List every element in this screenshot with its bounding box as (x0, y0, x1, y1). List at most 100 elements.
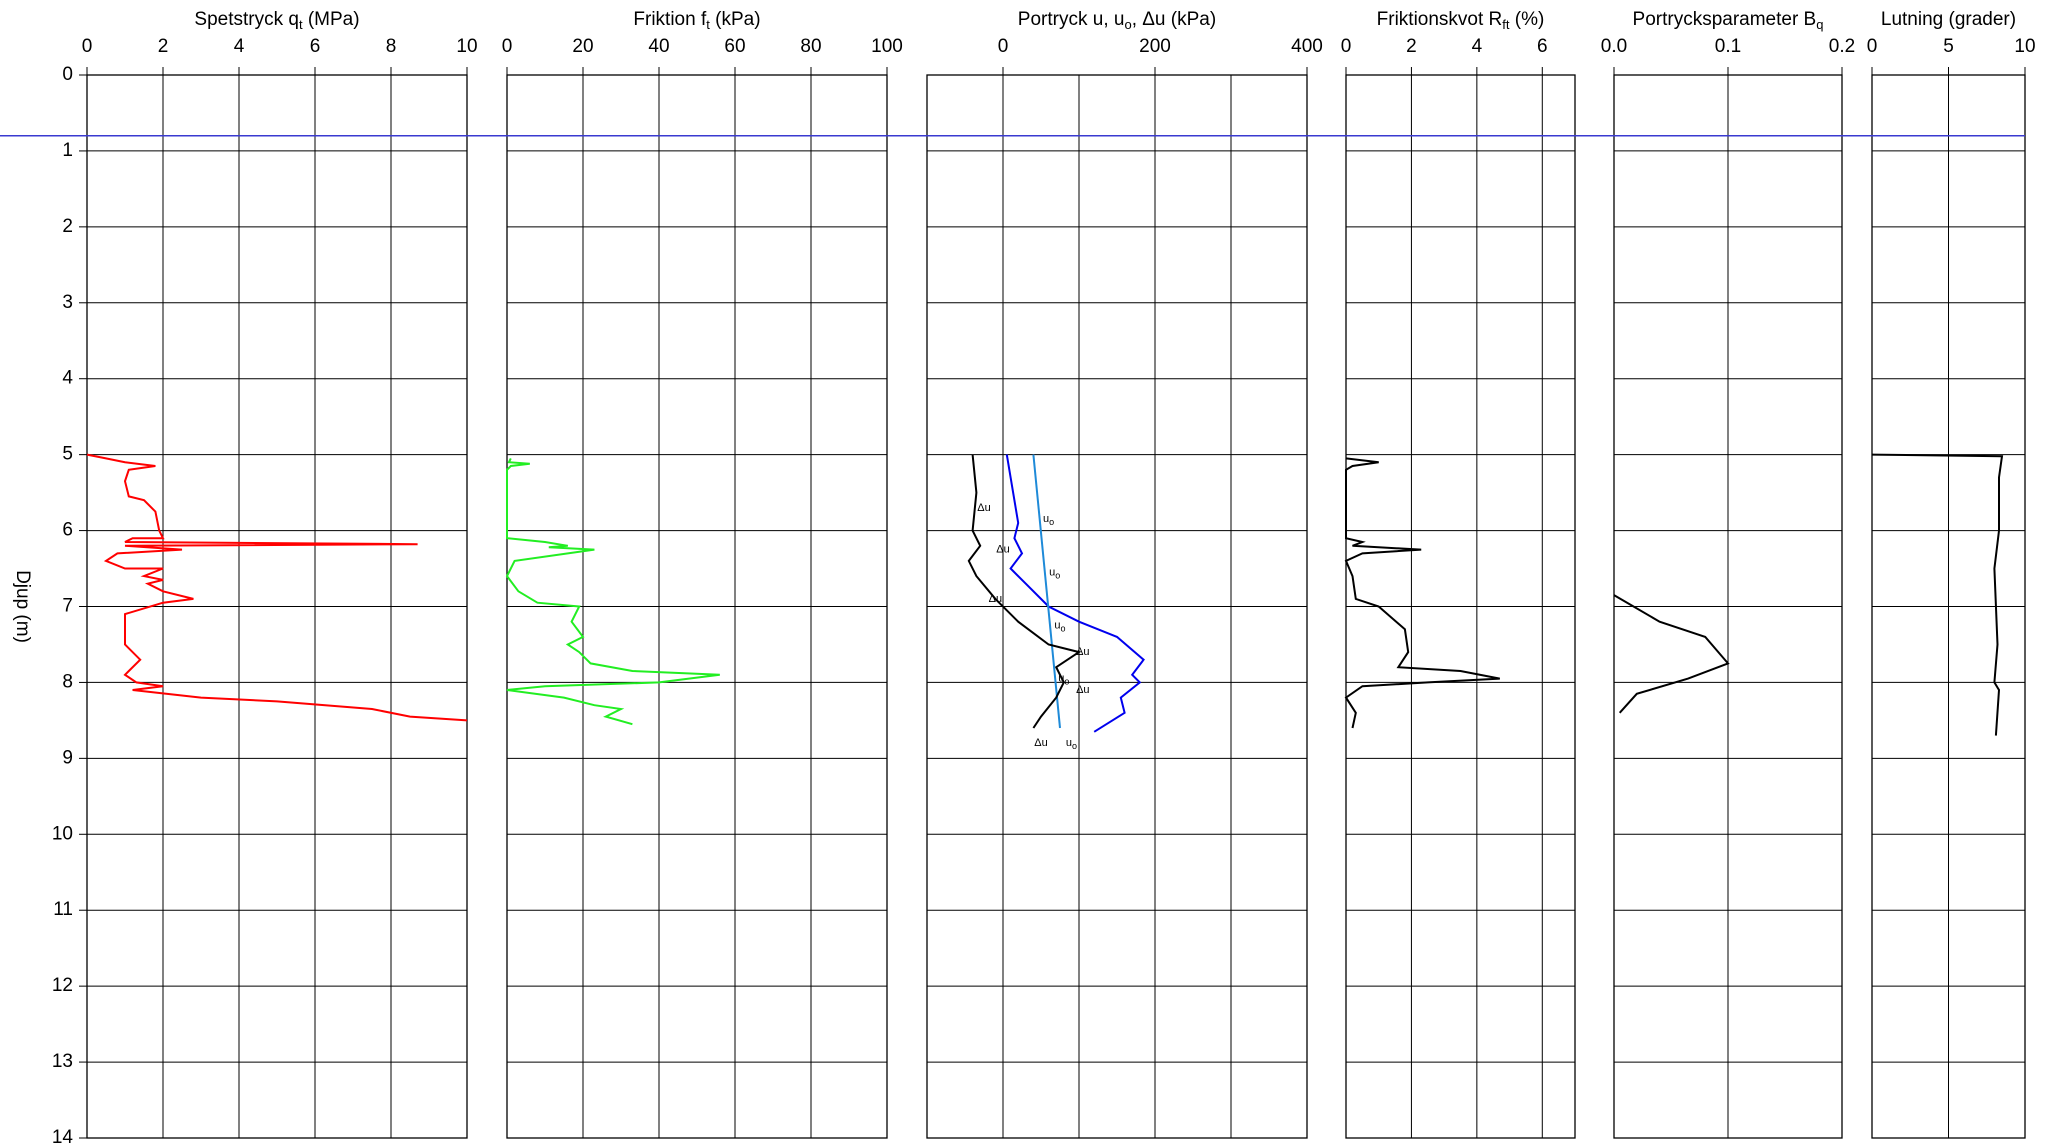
y-tick-label: 11 (53, 899, 73, 920)
y-tick-label: 6 (62, 520, 73, 541)
profile-line (1032, 454, 1061, 729)
title-subscript: o (1124, 17, 1131, 32)
annotation-text: Δu (1034, 737, 1047, 749)
panel-frame (926, 74, 1308, 1139)
x-tick-label: 20 (572, 36, 593, 57)
y-tick-label: 0 (62, 64, 73, 85)
x-tick-label: 0 (998, 36, 1009, 57)
x-tick-label: 2 (1406, 36, 1417, 57)
panel-title: Friktionskvot Rft (%) (1377, 9, 1545, 32)
title-subscript: t (299, 17, 303, 32)
annotation-subscript: o (1049, 518, 1054, 528)
title-text: Lutning (grader) (1881, 9, 2016, 30)
title-text: Portrycksparameter B (1633, 9, 1817, 30)
panel-title: Lutning (grader) (1881, 9, 2016, 30)
x-tick-label: 40 (648, 36, 669, 57)
title-subscript: ft (1502, 17, 1510, 32)
x-tick-label: 0 (502, 36, 513, 57)
y-tick-label: 12 (52, 975, 73, 996)
title-subscript: t (706, 17, 710, 32)
profile-line (1871, 453, 2004, 736)
y-axis-label: Djup (m) (12, 570, 33, 643)
annotation-text: Δu (1076, 684, 1089, 696)
annotation-text: Δu (977, 502, 990, 514)
y-tick-label: 8 (62, 671, 73, 692)
annotation-subscript: o (1055, 571, 1060, 581)
title-text: Portryck u, u (1018, 9, 1125, 30)
x-tick-label: 60 (724, 36, 745, 57)
profile-line (1344, 457, 1500, 729)
annotation-text: u (1049, 566, 1055, 578)
annotation-text: Δu (1076, 646, 1089, 658)
x-tick-label: 2 (158, 36, 169, 57)
annotation: uo (1066, 737, 1077, 751)
annotation: Δu (1076, 646, 1089, 658)
annotation: Δu (1076, 684, 1089, 696)
x-tick-label: 100 (871, 36, 903, 57)
x-tick-label: 6 (310, 36, 321, 57)
annotation: Δu (977, 502, 990, 514)
annotation-text: Δu (996, 543, 1009, 555)
x-tick-label: 0.1 (1715, 36, 1741, 57)
title-text: (kPa) (710, 9, 761, 30)
annotation-text: u (1054, 619, 1060, 631)
x-tick-label: 0.2 (1829, 36, 1855, 57)
y-tick-label: 7 (62, 596, 73, 617)
title-text: Spetstryck q (194, 9, 299, 30)
annotation-subscript: o (1061, 624, 1066, 634)
x-tick-label: 4 (234, 36, 245, 57)
x-tick-label: 400 (1291, 36, 1323, 57)
annotation: Δu (989, 593, 1002, 605)
title-subscript: q (1816, 17, 1823, 32)
annotation-text: Δu (989, 593, 1002, 605)
x-tick-label: 10 (456, 36, 477, 57)
title-text: Friktionskvot R (1377, 9, 1503, 30)
title-text: (MPa) (303, 9, 360, 30)
y-tick-label: 9 (62, 747, 73, 768)
annotation-text: u (1058, 673, 1064, 685)
y-tick-label: 5 (62, 444, 73, 465)
x-tick-label: 4 (1472, 36, 1483, 57)
x-tick-label: 80 (800, 36, 821, 57)
title-text: Friktion f (633, 9, 707, 30)
x-tick-label: 0 (1341, 36, 1352, 57)
annotation-subscript: o (1072, 742, 1077, 752)
annotation: uo (1049, 566, 1060, 580)
profile-line (1613, 594, 1730, 714)
annotation: Δu (996, 543, 1009, 555)
title-text: (%) (1510, 9, 1545, 30)
y-tick-label: 4 (62, 368, 73, 389)
x-tick-label: 0 (82, 36, 93, 57)
panel-title: Spetstryck qt (MPa) (194, 9, 359, 32)
y-tick-label: 14 (52, 1127, 74, 1143)
x-tick-label: 5 (1943, 36, 1954, 57)
x-tick-label: 0 (1867, 36, 1878, 57)
y-tick-label: 13 (52, 1051, 73, 1072)
annotation: uo (1054, 619, 1065, 633)
profile-line (967, 454, 1082, 729)
panel-frame (1345, 74, 1576, 1139)
panel-title: Friktion ft (kPa) (633, 9, 760, 32)
x-tick-label: 8 (386, 36, 397, 57)
y-tick-label: 2 (62, 216, 73, 237)
x-tick-label: 0.0 (1601, 36, 1627, 57)
panel-frame (1613, 74, 1843, 1139)
y-tick-label: 3 (62, 292, 73, 313)
x-tick-label: 200 (1139, 36, 1171, 57)
annotation: Δu (1034, 737, 1047, 749)
annotation-subscript: o (1064, 677, 1069, 687)
annotation-text: u (1066, 737, 1072, 749)
y-tick-label: 10 (52, 823, 73, 844)
panel-title: Portryck u, uo, Δu (kPa) (1018, 9, 1216, 32)
y-tick-label: 1 (62, 140, 73, 161)
panel-frame (86, 74, 468, 1139)
annotation: uo (1043, 513, 1054, 527)
x-tick-label: 10 (2014, 36, 2035, 57)
x-tick-label: 6 (1537, 36, 1548, 57)
title-text: , Δu (kPa) (1132, 9, 1217, 30)
panel-title: Portrycksparameter Bq (1633, 9, 1824, 32)
panel-frame (1871, 74, 2026, 1139)
annotation: uo (1058, 673, 1069, 687)
profile-line (86, 453, 468, 722)
